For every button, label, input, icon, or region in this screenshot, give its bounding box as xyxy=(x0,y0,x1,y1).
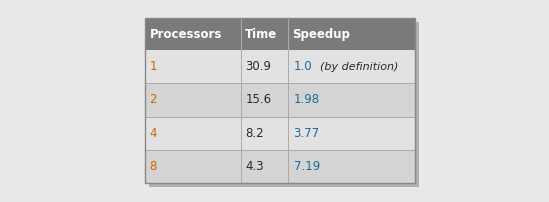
Text: 1.0: 1.0 xyxy=(294,60,312,73)
Text: 15.6: 15.6 xyxy=(245,94,271,106)
Text: 2: 2 xyxy=(149,94,157,106)
Text: 4: 4 xyxy=(149,127,157,140)
Text: 3.77: 3.77 xyxy=(294,127,320,140)
Text: 1.98: 1.98 xyxy=(294,94,320,106)
Text: Speedup: Speedup xyxy=(293,28,350,41)
Text: 7.19: 7.19 xyxy=(294,160,320,173)
Text: (by definition): (by definition) xyxy=(320,62,399,72)
Text: 8: 8 xyxy=(149,160,157,173)
Text: Time: Time xyxy=(245,28,277,41)
Text: 1: 1 xyxy=(149,60,157,73)
Text: Processors: Processors xyxy=(149,28,222,41)
Text: 4.3: 4.3 xyxy=(245,160,264,173)
Text: 30.9: 30.9 xyxy=(245,60,271,73)
Text: 8.2: 8.2 xyxy=(245,127,264,140)
